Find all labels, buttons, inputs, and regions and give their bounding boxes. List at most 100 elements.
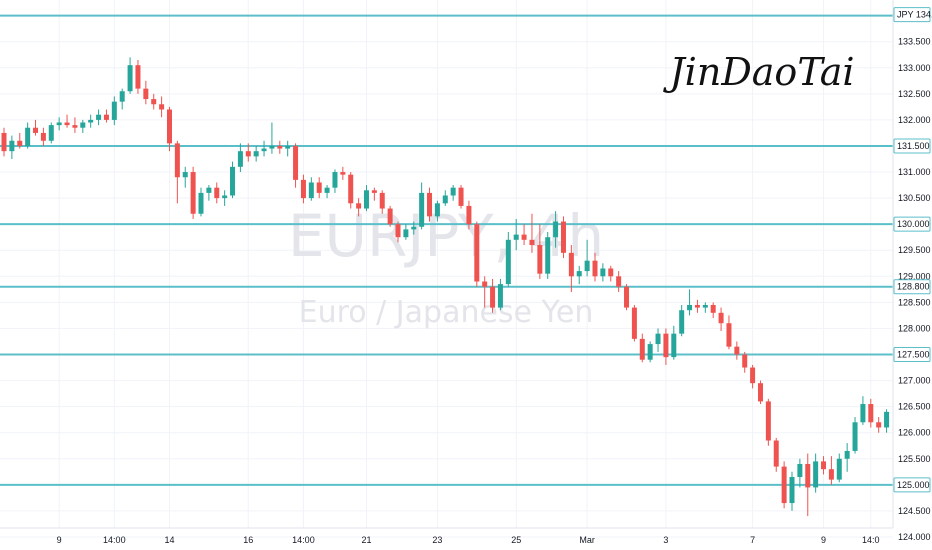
- candle-body: [813, 461, 819, 488]
- candle: [379, 190, 385, 214]
- candle: [285, 140, 291, 157]
- candle: [151, 93, 157, 110]
- candle-body: [356, 203, 362, 209]
- candle: [624, 284, 630, 311]
- candle-body: [135, 65, 141, 89]
- candle: [40, 127, 46, 146]
- candle-body: [206, 187, 212, 193]
- candle-body: [40, 132, 46, 141]
- candle: [214, 182, 220, 204]
- candle: [245, 143, 251, 162]
- candle-body: [884, 411, 890, 428]
- candle: [773, 437, 779, 472]
- candle-body: [844, 450, 850, 459]
- candle-body: [434, 203, 440, 217]
- candle-body: [852, 422, 858, 451]
- candle-body: [600, 268, 606, 277]
- candle-body: [513, 234, 519, 240]
- candle: [166, 106, 172, 152]
- candle: [33, 119, 39, 136]
- candle-body: [497, 284, 503, 308]
- candle: [143, 80, 149, 105]
- candle-body: [9, 140, 15, 152]
- candle: [828, 456, 834, 485]
- candle: [757, 380, 763, 405]
- time-tick-label: 9: [821, 535, 826, 545]
- level-price-badges: JPY 134.000 131.500 130.000 128.800 127.500 1…: [893, 7, 932, 493]
- price-tick-label: 124.000: [898, 532, 931, 542]
- candle: [584, 239, 590, 277]
- candle-body: [553, 221, 559, 238]
- candle-body: [363, 190, 369, 209]
- candle-body: [308, 182, 314, 199]
- candle: [813, 453, 819, 493]
- time-tick-label: 9: [57, 535, 62, 545]
- candle: [403, 224, 409, 240]
- candle: [521, 224, 527, 246]
- candle: [458, 185, 464, 209]
- candle: [836, 453, 842, 483]
- candle: [797, 458, 803, 488]
- candle-body: [694, 304, 700, 308]
- candle: [387, 205, 393, 227]
- candle-body: [450, 187, 456, 196]
- candle-body: [789, 477, 795, 504]
- candle: [529, 213, 535, 253]
- candle-body: [48, 125, 54, 141]
- candle-body: [639, 338, 645, 360]
- candle: [9, 135, 15, 160]
- candle: [466, 200, 472, 230]
- candle: [253, 145, 259, 162]
- candle-body: [679, 310, 685, 334]
- candle-body: [821, 461, 827, 470]
- candle-body: [545, 237, 551, 274]
- candle: [868, 398, 874, 428]
- candle-body: [293, 145, 299, 180]
- candle: [434, 200, 440, 222]
- candle: [135, 59, 141, 94]
- candle: [56, 117, 62, 131]
- price-tick-label: 126.500: [898, 402, 931, 412]
- level-price-badge: 125.000: [893, 477, 931, 493]
- time-tick-label: 23: [432, 535, 442, 545]
- candle: [608, 265, 614, 282]
- candle: [639, 333, 645, 363]
- candles: [1, 57, 890, 517]
- price-tick-label: 124.500: [898, 506, 931, 516]
- candle-body: [324, 187, 330, 193]
- candle-body: [403, 229, 409, 238]
- candle-body: [127, 65, 133, 92]
- candle: [860, 396, 866, 425]
- candle: [395, 221, 401, 243]
- candle-body: [269, 145, 275, 149]
- candle-body: [592, 260, 598, 277]
- price-tick-label: 128.500: [898, 297, 931, 307]
- candle-body: [474, 224, 480, 282]
- candle: [631, 304, 637, 342]
- watermark-description: Euro / Japanese Yen: [299, 295, 594, 330]
- candle-body: [490, 286, 496, 308]
- watermark-symbol: EURJPY, 4h: [288, 202, 604, 270]
- candle: [687, 289, 693, 316]
- candle: [348, 172, 354, 209]
- candle-body: [836, 458, 842, 480]
- candle-body: [757, 383, 763, 402]
- candle: [363, 185, 369, 212]
- candle-body: [174, 143, 180, 178]
- candle-body: [427, 192, 433, 217]
- time-axis[interactable]: 9 14:00 14 16 14:00 21 23 25 Mar 3 7 9 14:0: [57, 535, 880, 545]
- candle-body: [348, 174, 354, 204]
- candle: [316, 177, 322, 199]
- price-tick-label: 125.500: [898, 454, 931, 464]
- candle: [726, 315, 732, 350]
- candle: [17, 132, 23, 149]
- candle-body: [860, 404, 866, 423]
- candle-body: [245, 151, 251, 157]
- level-lines: [0, 14, 893, 486]
- candle: [852, 417, 858, 454]
- candle: [80, 119, 86, 133]
- candle-body: [103, 114, 109, 120]
- candle-body: [718, 312, 724, 324]
- candle-body: [182, 172, 188, 178]
- candle-body: [1, 132, 7, 152]
